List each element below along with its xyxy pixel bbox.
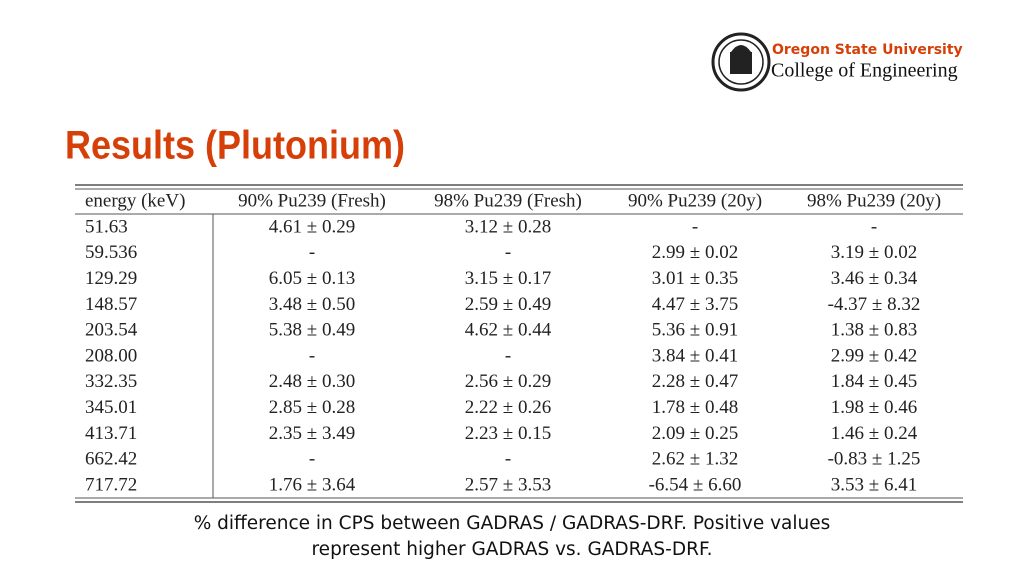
value-cell: -0.83 ± 1.25 — [828, 449, 921, 470]
value-cell: 3.53 ± 6.41 — [831, 474, 917, 495]
value-cell: 6.05 ± 0.13 — [269, 268, 355, 289]
energy-cell: 345.01 — [85, 397, 137, 418]
column-header: 90% Pu239 (20y) — [628, 190, 762, 211]
value-cell: 2.09 ± 0.25 — [652, 423, 738, 444]
value-cell: 2.85 ± 0.28 — [269, 397, 355, 418]
value-cell: 3.12 ± 0.28 — [465, 216, 551, 237]
value-cell: 3.84 ± 0.41 — [652, 345, 738, 366]
value-cell: 4.61 ± 0.29 — [269, 216, 355, 237]
value-cell: 3.15 ± 0.17 — [465, 268, 551, 289]
value-cell: 1.76 ± 3.64 — [269, 474, 356, 495]
value-cell: 2.22 ± 0.26 — [465, 397, 551, 418]
value-cell: 3.19 ± 0.02 — [831, 242, 917, 263]
value-cell: 1.78 ± 0.48 — [652, 397, 738, 418]
energy-cell: 129.29 — [85, 268, 137, 289]
value-cell: 2.56 ± 0.29 — [465, 371, 551, 392]
value-cell: 2.28 ± 0.47 — [652, 371, 738, 392]
value-cell: 2.23 ± 0.15 — [465, 423, 551, 444]
value-cell: 3.01 ± 0.35 — [652, 268, 738, 289]
energy-cell: 413.71 — [85, 423, 137, 444]
value-cell: 3.48 ± 0.50 — [269, 294, 355, 315]
value-cell: 1.98 ± 0.46 — [831, 397, 917, 418]
data-table: energy (keV) 90% Pu239 (Fresh) 98% Pu239 (… — [85, 190, 941, 495]
column-header: 98% Pu239 (Fresh) — [434, 190, 582, 211]
energy-cell: 203.54 — [85, 320, 138, 341]
column-header: 90% Pu239 (Fresh) — [238, 190, 386, 211]
value-cell: 5.38 ± 0.49 — [269, 320, 355, 341]
value-cell: 4.62 ± 0.44 — [465, 320, 552, 341]
value-cell: -6.54 ± 6.60 — [649, 474, 742, 495]
column-header: energy (keV) — [85, 190, 185, 211]
column-header: 98% Pu239 (20y) — [807, 190, 941, 211]
value-cell: 2.48 ± 0.30 — [269, 371, 355, 392]
value-cell: 2.99 ± 0.42 — [831, 345, 917, 366]
value-cell: 2.59 ± 0.49 — [465, 294, 551, 315]
value-cell: 4.47 ± 3.75 — [652, 294, 738, 315]
value-cell: 1.38 ± 0.83 — [831, 320, 917, 341]
value-cell: 5.36 ± 0.91 — [652, 320, 738, 341]
value-cell: 2.57 ± 3.53 — [465, 474, 551, 495]
table-rules — [75, 184, 963, 503]
caption-line: % difference in CPS between GADRAS / GAD… — [194, 513, 831, 534]
logo-emblem — [711, 32, 771, 92]
energy-cell: 148.57 — [85, 294, 137, 315]
value-cell: 2.62 ± 1.32 — [652, 449, 738, 470]
energy-cell: 662.42 — [85, 449, 137, 470]
energy-cell: 51.63 — [85, 216, 128, 237]
value-cell: - — [309, 345, 315, 366]
value-cell: - — [505, 345, 511, 366]
value-cell: - — [309, 242, 315, 263]
value-cell: - — [505, 449, 511, 470]
energy-cell: 332.35 — [85, 371, 137, 392]
caption: % difference in CPS between GADRAS / GAD… — [194, 513, 831, 560]
slide-title: Results (Plutonium) — [65, 124, 405, 168]
energy-cell: 59.536 — [85, 242, 137, 263]
college-name: College of Engineering — [771, 60, 958, 82]
value-cell: 3.46 ± 0.34 — [831, 268, 918, 289]
value-cell: - — [309, 449, 315, 470]
value-cell: 1.46 ± 0.24 — [831, 423, 918, 444]
university-name: Oregon State University — [772, 42, 963, 58]
energy-cell: 208.00 — [85, 345, 137, 366]
value-cell: - — [505, 242, 511, 263]
value-cell: 2.35 ± 3.49 — [269, 423, 355, 444]
caption-line: represent higher GADRAS vs. GADRAS-DRF. — [311, 539, 712, 560]
value-cell: -4.37 ± 8.32 — [828, 294, 921, 315]
energy-cell: 717.72 — [85, 474, 137, 495]
value-cell: - — [871, 216, 877, 237]
value-cell: 2.99 ± 0.02 — [652, 242, 738, 263]
value-cell: - — [692, 216, 698, 237]
value-cell: 1.84 ± 0.45 — [831, 371, 917, 392]
